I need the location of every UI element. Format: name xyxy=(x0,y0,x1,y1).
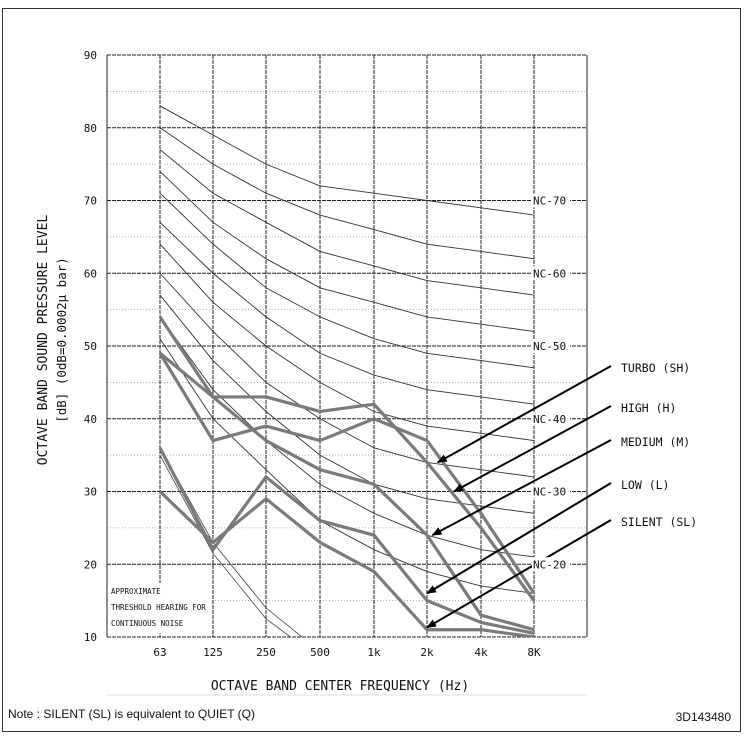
series-arrow xyxy=(431,439,612,537)
y-tick-label: 20 xyxy=(84,558,97,571)
nc-label: NC-70 xyxy=(533,195,566,208)
nc-curve xyxy=(159,105,535,216)
nc-curve xyxy=(159,294,535,514)
nc-label-bg xyxy=(532,557,570,572)
series-arrow xyxy=(453,405,612,493)
nc-label-bg xyxy=(532,266,570,281)
nc-label-bg xyxy=(532,484,570,499)
nc-curve xyxy=(159,192,535,369)
series-line xyxy=(158,447,535,635)
series-line xyxy=(158,316,536,602)
x-tick-label: 1k xyxy=(367,646,381,659)
y-tick-label: 10 xyxy=(84,631,97,644)
x-tick-label: 4k xyxy=(474,646,488,659)
y-tick-label: 40 xyxy=(84,413,97,426)
threshold-label-line: CONTINUOUS NOISE xyxy=(111,619,184,628)
labels: 10 20 30 40 50 60 70 80 90 63 125 250 500 1k 2k 4k 8K NC-… xyxy=(84,49,697,659)
nc-label: NC-50 xyxy=(533,340,566,353)
nc-curve xyxy=(159,222,535,405)
grid xyxy=(106,54,588,696)
nc-label-bg xyxy=(532,339,570,353)
series-label: LOW (L) xyxy=(621,478,669,492)
series-arrow xyxy=(436,365,612,464)
nc-curve xyxy=(159,243,535,442)
nc-label: NC-20 xyxy=(533,558,566,571)
threshold-curve xyxy=(159,454,292,637)
y-axis-unit-label: [dB] (0dB=0.0002μ bar) xyxy=(54,257,69,423)
y-tick-label: 80 xyxy=(84,122,97,135)
series-arrow xyxy=(426,519,612,629)
nc-curve xyxy=(159,171,535,332)
y-tick-label: 70 xyxy=(84,195,97,208)
y-tick-label: 50 xyxy=(84,340,97,353)
y-tick-label: 90 xyxy=(84,49,97,62)
nc-curve xyxy=(159,316,535,558)
x-tick-label: 2k xyxy=(420,646,434,659)
series-label: MEDIUM (M) xyxy=(621,435,690,449)
nc-curve xyxy=(159,127,535,260)
x-axis-label: OCTAVE BAND CENTER FREQUENCY (Hz) xyxy=(211,679,469,694)
threshold-label-line: APPROXIMATE xyxy=(111,587,161,596)
series-label: SILENT (SL) xyxy=(621,515,697,529)
x-tick-label: 250 xyxy=(256,646,276,659)
annotation-arrows xyxy=(426,365,612,629)
y-axis-label: OCTAVE BAND SOUND PRESSURE LEVEL xyxy=(36,215,51,466)
nc-curve xyxy=(159,149,535,296)
figure-id: 3D143480 xyxy=(675,710,731,724)
x-tick-label: 8K xyxy=(527,646,541,659)
nc-label: NC-40 xyxy=(533,413,566,426)
x-tick-label: 125 xyxy=(203,646,223,659)
x-tick-label: 63 xyxy=(153,646,166,659)
threshold-curve xyxy=(159,447,303,637)
threshold-label-line: THRESHOLD HEARING FOR xyxy=(111,603,206,612)
footnote: Note : SILENT (SL) is equivalent to QUIE… xyxy=(8,707,255,721)
series-label: HIGH (H) xyxy=(621,401,676,415)
series-lines xyxy=(158,316,536,637)
series-arrow xyxy=(426,482,612,595)
nc-label: NC-60 xyxy=(533,267,566,280)
threshold-curves xyxy=(159,447,303,637)
nc-curves xyxy=(159,105,535,594)
series-label: TURBO (SH) xyxy=(621,361,690,375)
series-line xyxy=(158,352,536,595)
y-tick-label: 60 xyxy=(84,267,97,280)
nc-curve xyxy=(159,272,535,478)
nc-label-bg xyxy=(532,193,570,208)
nc-label-bg xyxy=(532,411,570,426)
x-tick-label: 500 xyxy=(310,646,330,659)
nc-label: NC-30 xyxy=(533,486,566,499)
threshold-label-bg xyxy=(108,583,210,633)
figure-frame xyxy=(2,8,741,732)
series-line xyxy=(158,490,535,637)
y-tick-label: 30 xyxy=(84,486,97,499)
nc-curve xyxy=(159,338,535,594)
